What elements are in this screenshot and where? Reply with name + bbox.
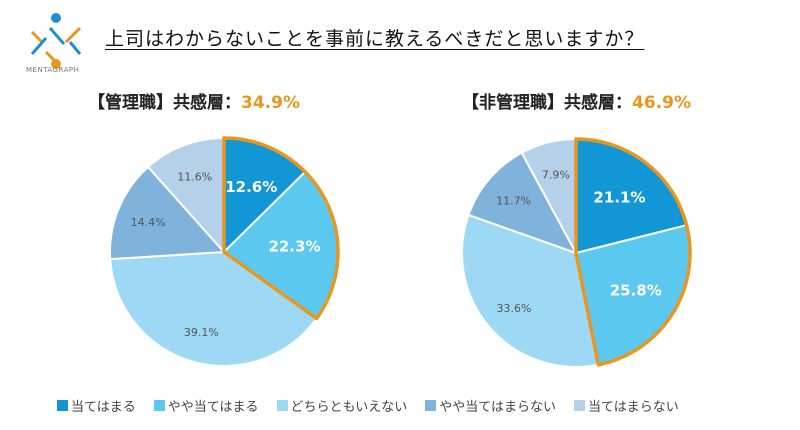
page-title: 上司はわからないことを事前に教えるべきだと思いますか？ — [105, 28, 645, 50]
legend-swatch — [574, 400, 585, 411]
chart-title-non-managers: 【非管理職】共感層：46.9% — [462, 93, 691, 113]
legend-item: 当てはまる — [57, 396, 136, 415]
data-label: 12.6% — [225, 178, 277, 196]
legend-label: やや当てはまる — [167, 400, 259, 415]
highlight-outline — [574, 137, 692, 367]
legend-item: 当てはまらない — [574, 396, 679, 415]
legend-label: 当てはまる — [71, 400, 136, 415]
highlight-outline — [222, 136, 340, 321]
legend-swatch — [425, 400, 437, 411]
pie-slice — [146, 136, 225, 255]
legend: 当てはまる やや当てはまる どちらともいえない やや当てはまらない 当てはまらな… — [57, 396, 679, 415]
pie-slice — [109, 250, 319, 367]
data-label: 11.7% — [496, 195, 531, 208]
legend-item: どちらともいえない — [276, 396, 408, 415]
pie-slice — [461, 213, 600, 368]
legend-swatch — [276, 400, 288, 411]
data-label: 33.6% — [496, 302, 531, 315]
brand-name: MENTAGRAPH — [26, 66, 80, 74]
data-label: 14.4% — [131, 216, 166, 229]
legend-label: やや当てはまらない — [439, 400, 556, 415]
data-label: 25.8% — [610, 282, 662, 300]
data-label: 7.9% — [542, 168, 570, 181]
data-label: 39.1% — [184, 326, 219, 339]
pie-slice — [109, 165, 227, 261]
data-label: 21.1% — [593, 188, 645, 206]
chart-title-managers: 【管理職】共感層：34.9% — [88, 93, 300, 113]
legend-label: どちらともいえない — [290, 400, 408, 415]
data-label: 22.3% — [268, 237, 320, 255]
legend-swatch — [57, 400, 68, 411]
pie-slice — [467, 151, 579, 255]
data-label: 11.6% — [177, 170, 212, 183]
mentagraph-logo — [30, 13, 82, 69]
legend-swatch — [153, 400, 165, 411]
legend-item: やや当てはまらない — [425, 396, 556, 415]
legend-label: 当てはまらない — [588, 400, 679, 415]
legend-item: やや当てはまる — [153, 396, 259, 415]
